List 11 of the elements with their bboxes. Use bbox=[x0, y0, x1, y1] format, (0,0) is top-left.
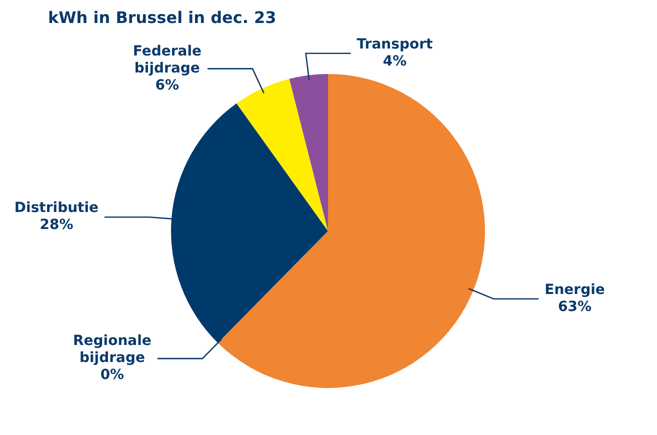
text: 0% bbox=[100, 367, 124, 384]
slice-label: Distributie bbox=[14, 200, 99, 216]
data-label: 4% bbox=[382, 54, 407, 70]
data-label: 6% bbox=[155, 77, 180, 94]
data-label: 28% bbox=[40, 217, 74, 234]
chart-title: kWh in Brussel in dec. 23 bbox=[47, 8, 278, 28]
slice-label: Energie bbox=[544, 282, 605, 298]
data-label: 63% bbox=[558, 298, 592, 315]
slice-label: Transport bbox=[356, 36, 433, 53]
legend-label: Regionale bijdrage bbox=[72, 333, 152, 366]
slice-label: Federale bijdrage bbox=[132, 43, 202, 76]
